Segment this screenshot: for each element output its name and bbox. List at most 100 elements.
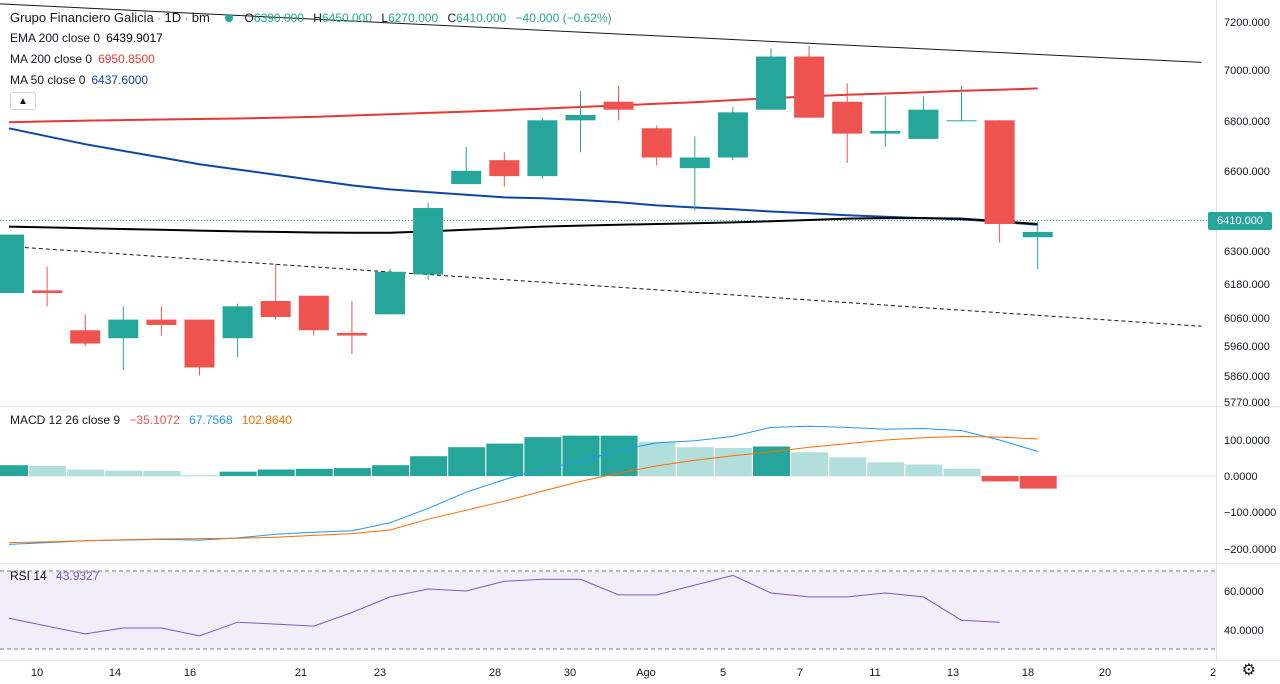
candle — [794, 45, 825, 118]
macd-hist-bar — [600, 435, 638, 476]
macd-hist-bar — [67, 469, 105, 476]
ma50-value: 6437.6000 — [91, 73, 149, 87]
macd-legend[interactable]: MACD 12 26 close 9 −35.1072 67.7568 102.… — [10, 412, 292, 428]
rsi-band — [0, 571, 1216, 649]
candle-body — [946, 120, 977, 122]
collapse-legend-button[interactable]: ▲ — [10, 92, 36, 110]
gear-icon[interactable]: ⚙ — [1241, 662, 1256, 679]
ma200-legend[interactable]: MA 200 close 0 6950.8500 — [10, 51, 155, 67]
macd-axis-label: 0.0000 — [1224, 471, 1258, 483]
macd-hist-bar — [714, 447, 752, 476]
symbol-legend[interactable]: Grupo Financiero Galicia · 1D · bm O6390… — [10, 10, 612, 25]
last-price-badge: 6410.000 — [1208, 212, 1272, 230]
candle-body — [565, 115, 596, 121]
symbol-name[interactable]: Grupo Financiero Galicia — [10, 10, 154, 25]
candle-body — [984, 120, 1015, 224]
candle-body — [641, 128, 672, 158]
candle-body — [413, 208, 444, 275]
candle-body — [870, 130, 901, 134]
ema-legend[interactable]: EMA 200 close 0 6439.9017 — [10, 30, 163, 46]
candle-body — [298, 295, 329, 331]
price-axis-label: 6300.000 — [1224, 246, 1270, 258]
signal-line — [8, 435, 1038, 544]
macd-hist-bar — [333, 468, 371, 476]
rsi-line — [8, 574, 1000, 637]
time-axis-label: 10 — [31, 667, 43, 679]
candle-body — [375, 271, 405, 315]
interval[interactable]: 1D — [164, 10, 182, 25]
macd-label: MACD 12 26 close 9 — [10, 413, 121, 427]
trend-lines[interactable] — [0, 3, 1202, 327]
candle — [603, 85, 634, 121]
time-axis-label: 20 — [1099, 667, 1111, 679]
ma50-label: MA 50 close 0 — [10, 73, 86, 87]
time-axis-label: 13 — [947, 667, 959, 679]
ma200-line — [8, 87, 1038, 124]
time-axis-label: 2 — [1210, 667, 1216, 679]
macd-hist-bar — [181, 475, 219, 477]
macd-hist-bar — [981, 476, 1019, 482]
low-value: 6270.000 — [388, 11, 439, 25]
macd-hist-bar — [943, 468, 981, 476]
candle-body — [32, 290, 63, 294]
ma200-value: 6950.8500 — [98, 52, 155, 66]
price-axis-label: 5860.000 — [1224, 371, 1270, 383]
candle-body — [679, 157, 710, 169]
candle — [565, 91, 596, 153]
macd-hist-bar — [29, 465, 67, 476]
macd-line-value: 67.7568 — [189, 413, 233, 427]
close-value: 6410.000 — [456, 11, 507, 25]
moving-averages[interactable] — [8, 87, 1038, 234]
ma50-line — [8, 127, 1038, 226]
macd-hist-bar — [867, 462, 905, 476]
candle-body — [222, 306, 253, 339]
change-value: −40.000 (−0.62%) — [515, 11, 612, 25]
macd-hist-bar — [448, 447, 486, 476]
axes[interactable]: 7200.000 7000.000 6800.000 6600.000 6300.000… — [31, 17, 1276, 679]
macd-hist-bar — [905, 464, 943, 476]
candle-body — [260, 301, 291, 317]
candle-body — [717, 112, 748, 158]
macd-hist-bar — [257, 469, 295, 476]
macd-axis-label: −100.0000 — [1224, 507, 1276, 519]
time-axis-label: 28 — [489, 667, 501, 679]
macd-pane[interactable] — [0, 425, 1216, 545]
candle — [641, 125, 672, 166]
chevron-up-icon: ▲ — [18, 95, 28, 107]
macd-hist-bar — [143, 470, 181, 476]
rsi-pane[interactable] — [8, 574, 1000, 637]
candle — [870, 96, 901, 147]
macd-hist-bar — [105, 470, 143, 476]
rsi-legend[interactable]: RSI 14 43.9327 — [10, 568, 99, 584]
rsi-value: 43.9327 — [56, 569, 100, 583]
candle — [260, 263, 291, 320]
candle — [184, 319, 215, 376]
price-axis-label: 6800.000 — [1224, 116, 1270, 128]
time-axis-label: Ago — [636, 667, 656, 679]
candle — [908, 96, 939, 139]
price-axis-label: 7200.000 — [1224, 17, 1270, 29]
candle — [679, 136, 710, 211]
candle — [375, 269, 405, 315]
open-label: O — [244, 11, 254, 25]
candle — [832, 83, 863, 163]
exchange: bm — [191, 10, 210, 25]
ma50-legend[interactable]: MA 50 close 0 6437.6000 — [10, 72, 148, 88]
macd-hist-bar — [295, 468, 333, 476]
candle-body — [489, 160, 520, 177]
low-label: L — [381, 11, 389, 25]
candle — [146, 306, 177, 336]
candle-body — [0, 234, 24, 294]
candle-body — [603, 101, 634, 110]
trend-line-dashed — [0, 245, 1202, 327]
candle-body — [451, 170, 482, 185]
ma200-label: MA 200 close 0 — [10, 52, 93, 66]
candle — [451, 146, 482, 185]
candles[interactable] — [0, 45, 1053, 376]
candle — [70, 314, 101, 347]
macd-hist-bar — [219, 471, 257, 476]
candle — [984, 120, 1015, 243]
candle — [527, 117, 558, 179]
macd-hist-bar — [562, 435, 600, 476]
